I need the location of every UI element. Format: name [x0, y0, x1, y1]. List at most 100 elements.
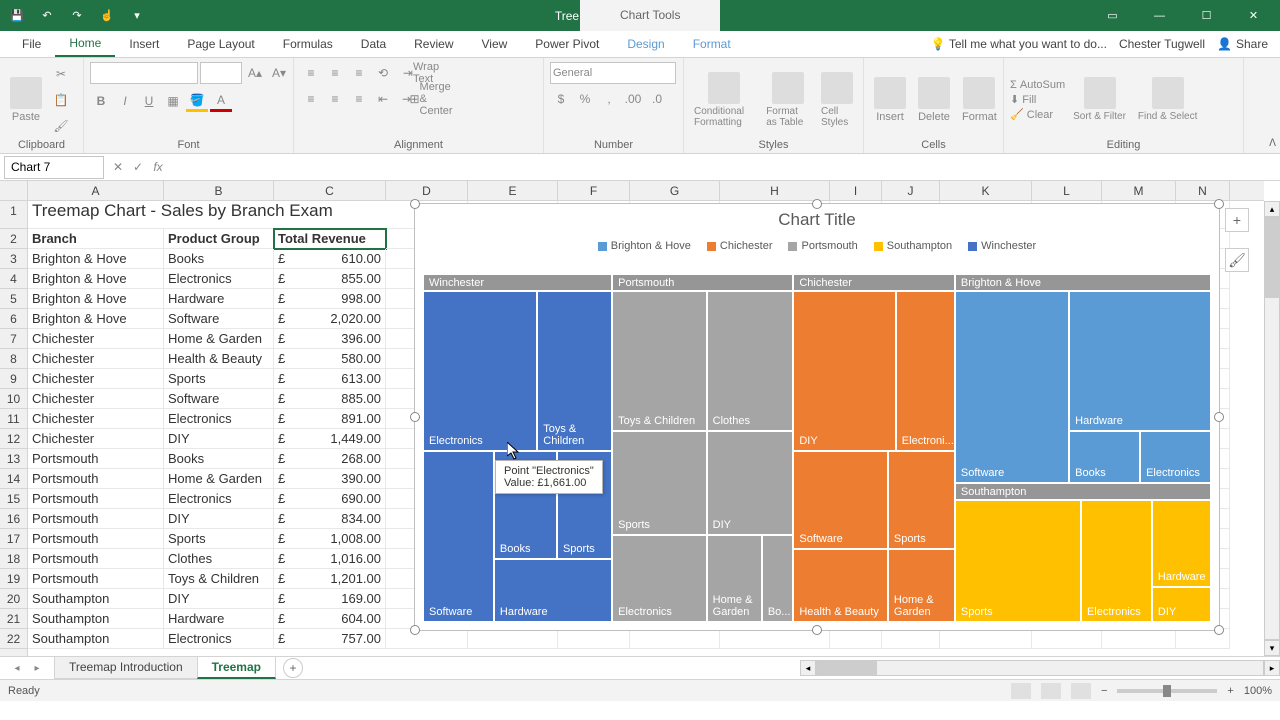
cell[interactable]: £1,201.00	[274, 569, 386, 589]
cell[interactable]: Portsmouth	[28, 549, 164, 569]
cell[interactable]: Southampton	[28, 609, 164, 629]
cell[interactable]: Chichester	[28, 429, 164, 449]
treemap-cell[interactable]: Hardware	[494, 559, 612, 622]
cell[interactable]: Toys & Children	[164, 569, 274, 589]
legend-item[interactable]: Chichester	[707, 240, 773, 252]
row-header[interactable]: 5	[0, 289, 27, 309]
row-header[interactable]: 14	[0, 469, 27, 489]
legend-item[interactable]: Winchester	[968, 240, 1036, 252]
align-right-icon[interactable]: ≡	[348, 88, 370, 110]
cell[interactable]: Brighton & Hove	[28, 249, 164, 269]
cell[interactable]: Hardware	[164, 289, 274, 309]
tab-power-pivot[interactable]: Power Pivot	[521, 31, 613, 57]
cell[interactable]	[882, 629, 940, 649]
treemap-cell[interactable]: Electronics	[423, 291, 537, 451]
cell[interactable]: £2,020.00	[274, 309, 386, 329]
align-center-icon[interactable]: ≡	[324, 88, 346, 110]
cell[interactable]: Portsmouth	[28, 469, 164, 489]
tab-review[interactable]: Review	[400, 31, 467, 57]
delete-cells-button[interactable]: Delete	[914, 75, 954, 125]
comma-icon[interactable]: ,	[598, 88, 620, 110]
row-header[interactable]: 15	[0, 489, 27, 509]
name-box[interactable]	[4, 156, 104, 179]
column-header[interactable]: G	[630, 181, 720, 200]
cell[interactable]: Treemap Chart - Sales by Branch Exam	[28, 201, 468, 229]
row-header[interactable]: 21	[0, 609, 27, 629]
zoom-level[interactable]: 100%	[1244, 685, 1272, 697]
formula-input[interactable]	[168, 156, 1280, 179]
tell-me[interactable]: 💡 Tell me what you want to do...	[931, 37, 1107, 51]
cut-icon[interactable]: ✂	[50, 63, 72, 85]
cell-styles-button[interactable]: Cell Styles	[817, 70, 857, 130]
cell[interactable]	[468, 629, 558, 649]
minimize-icon[interactable]: —	[1137, 0, 1182, 31]
increase-font-icon[interactable]: A▴	[244, 62, 266, 84]
chart-legend[interactable]: Brighton & HoveChichesterPortsmouthSouth…	[415, 236, 1219, 256]
treemap-cell[interactable]: Home & Garden	[707, 535, 762, 622]
cell[interactable]: £396.00	[274, 329, 386, 349]
cell[interactable]: Product Group	[164, 229, 274, 249]
sheet-tab[interactable]: Treemap	[197, 657, 276, 679]
row-header[interactable]: 4	[0, 269, 27, 289]
column-header[interactable]: B	[164, 181, 274, 200]
row-header[interactable]: 11	[0, 409, 27, 429]
cell[interactable]: Total Revenue	[274, 229, 386, 249]
row-header[interactable]: 12	[0, 429, 27, 449]
cell[interactable]: Sports	[164, 369, 274, 389]
cell[interactable]: Chichester	[28, 349, 164, 369]
row-header[interactable]: 7	[0, 329, 27, 349]
fx-icon[interactable]: fx	[148, 157, 168, 177]
cell[interactable]: Clothes	[164, 549, 274, 569]
tab-design[interactable]: Design	[613, 31, 678, 57]
cell[interactable]: £1,449.00	[274, 429, 386, 449]
row-header[interactable]: 1	[0, 201, 27, 229]
close-icon[interactable]: ✕	[1231, 0, 1276, 31]
cell[interactable]: Sports	[164, 529, 274, 549]
treemap-cell[interactable]: Chichester	[793, 274, 955, 291]
treemap-cell[interactable]: Southampton	[955, 483, 1211, 500]
cell[interactable]: Southampton	[28, 589, 164, 609]
tab-insert[interactable]: Insert	[115, 31, 173, 57]
decrease-font-icon[interactable]: A▾	[268, 62, 290, 84]
align-top-icon[interactable]: ≡	[300, 62, 322, 84]
undo-icon[interactable]: ↶	[38, 7, 56, 25]
touch-icon[interactable]: ☝	[98, 7, 116, 25]
cell[interactable]: Books	[164, 449, 274, 469]
bold-icon[interactable]: B	[90, 90, 112, 112]
treemap-cell[interactable]: Brighton & Hove	[955, 274, 1211, 291]
new-sheet-button[interactable]: +	[283, 658, 303, 678]
vertical-scrollbar[interactable]: ▴ ▾	[1264, 201, 1280, 656]
cell[interactable]	[830, 629, 882, 649]
cell[interactable]: Chichester	[28, 389, 164, 409]
column-header[interactable]: L	[1032, 181, 1102, 200]
cell[interactable]: £169.00	[274, 589, 386, 609]
maximize-icon[interactable]: ☐	[1184, 0, 1229, 31]
column-header[interactable]: N	[1176, 181, 1230, 200]
copy-icon[interactable]: 📋	[50, 89, 72, 111]
column-header[interactable]: H	[720, 181, 830, 200]
cell[interactable]: £891.00	[274, 409, 386, 429]
cell[interactable]: Portsmouth	[28, 529, 164, 549]
cell[interactable]: Portsmouth	[28, 489, 164, 509]
row-header[interactable]: 10	[0, 389, 27, 409]
zoom-out-icon[interactable]: −	[1101, 685, 1107, 697]
cell[interactable]: DIY	[164, 429, 274, 449]
tab-file[interactable]: File	[8, 31, 55, 57]
cell[interactable]: Software	[164, 309, 274, 329]
cell[interactable]	[1032, 629, 1102, 649]
column-header[interactable]: D	[386, 181, 468, 200]
cell[interactable]: Home & Garden	[164, 469, 274, 489]
cell[interactable]: £998.00	[274, 289, 386, 309]
column-header[interactable]: C	[274, 181, 386, 200]
cell[interactable]: £613.00	[274, 369, 386, 389]
sheet-tab[interactable]: Treemap Introduction	[54, 657, 198, 679]
increase-decimal-icon[interactable]: .00	[622, 88, 644, 110]
tab-home[interactable]: Home	[55, 31, 115, 57]
cell[interactable]: £690.00	[274, 489, 386, 509]
cell[interactable]: DIY	[164, 509, 274, 529]
conditional-formatting-button[interactable]: Conditional Formatting	[690, 70, 758, 130]
legend-item[interactable]: Portsmouth	[788, 240, 857, 252]
row-header[interactable]: 3	[0, 249, 27, 269]
cell[interactable]: Brighton & Hove	[28, 269, 164, 289]
treemap-cell[interactable]: Winchester	[423, 274, 612, 291]
